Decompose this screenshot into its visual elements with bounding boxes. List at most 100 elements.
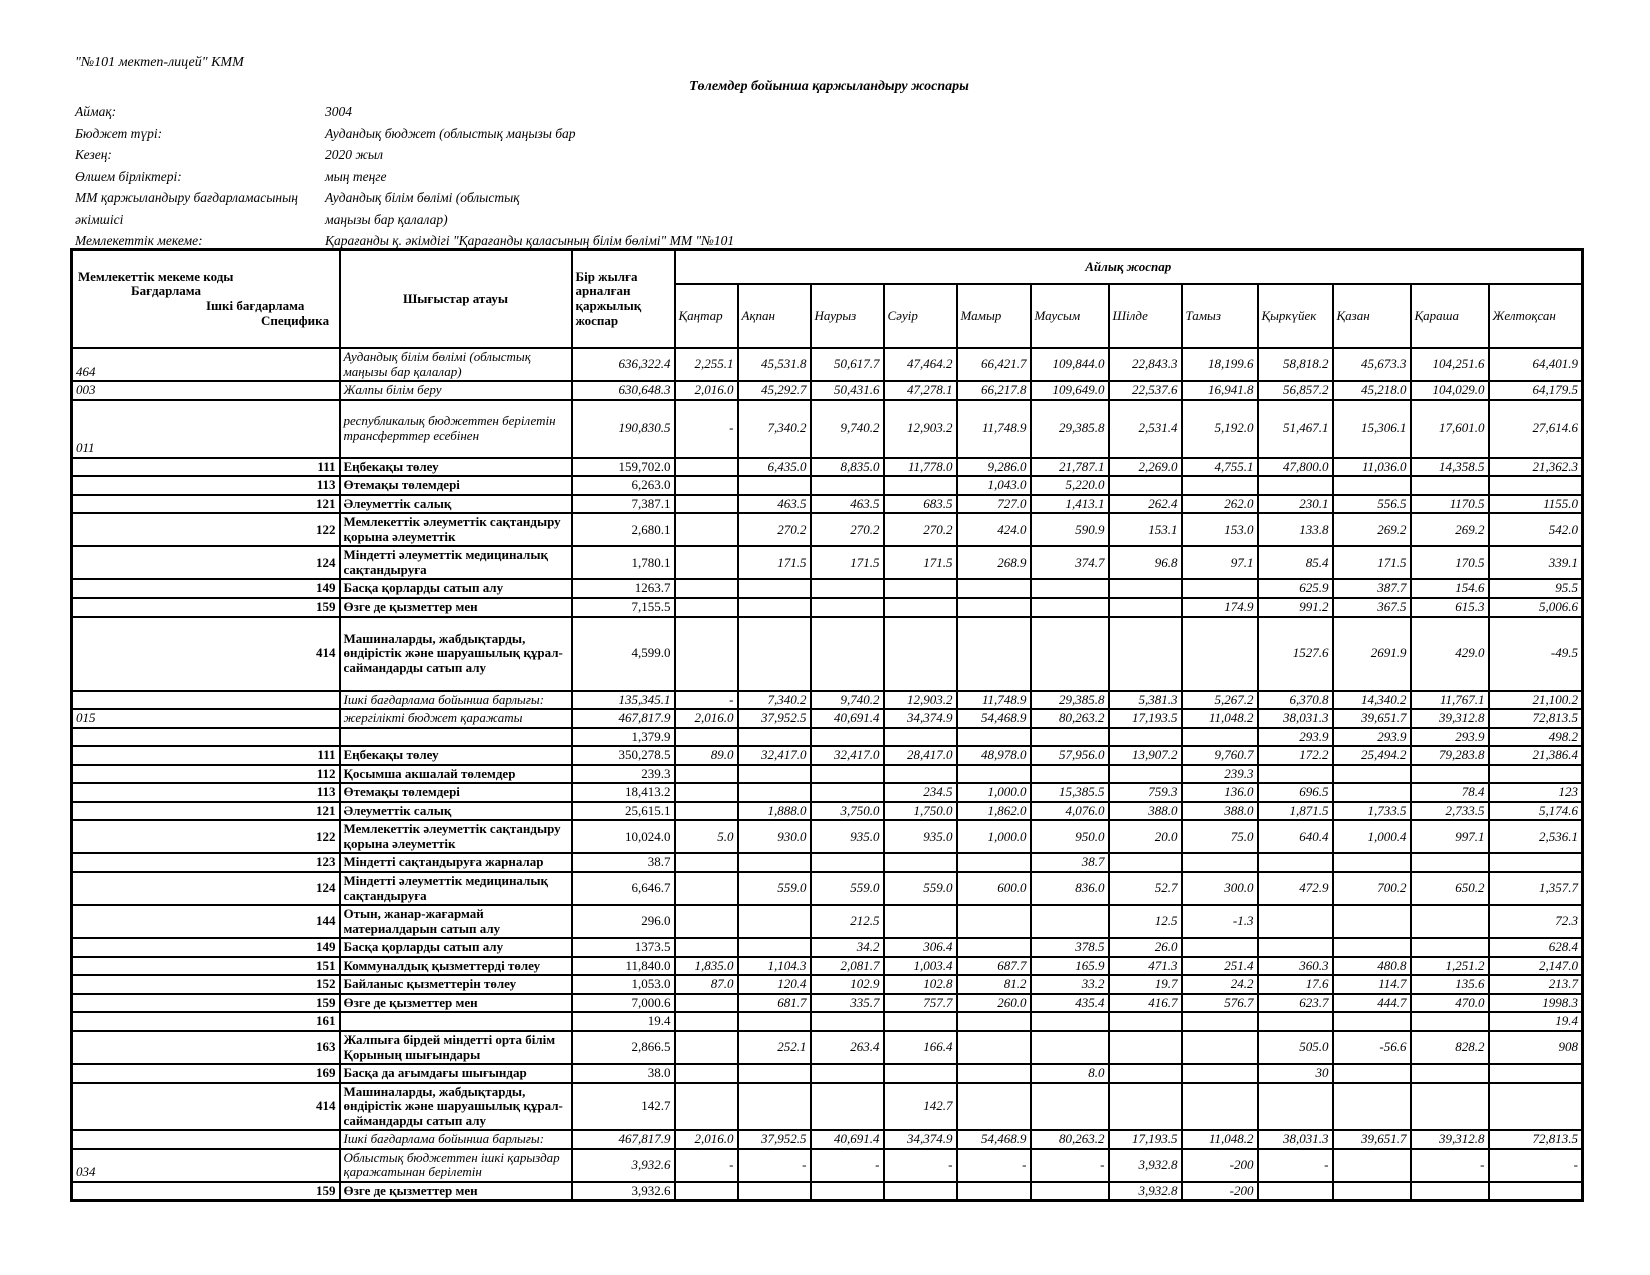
info-field-label: Бюджет түрі: — [75, 125, 163, 141]
month-value-cell — [1331, 475, 1412, 496]
expense-name-cell: Өзге де қызметтер мен — [338, 992, 573, 1014]
month-value-cell — [955, 1180, 1032, 1202]
month-value-cell: -56.6 — [1331, 1029, 1412, 1066]
month-value-cell: 153.0 — [1180, 512, 1259, 548]
table-row: 152 Байланыс қызметтерін төлеу 1,053.0 87.0… — [70, 974, 1584, 995]
month-value-cell — [673, 1063, 739, 1084]
month-value-cell — [673, 726, 739, 748]
annual-plan-cell: 467,817.9 — [570, 1129, 676, 1150]
month-value-cell — [809, 1180, 885, 1202]
month-value-cell — [1487, 1063, 1584, 1084]
month-value-cell — [809, 852, 885, 874]
month-value-cell: 89.0 — [673, 745, 739, 766]
month-value-cell: 2,269.0 — [1107, 456, 1183, 478]
month-value-cell — [1331, 782, 1412, 803]
month-value-cell: 1,871.5 — [1256, 800, 1334, 822]
month-value-cell: 142.7 — [882, 1081, 958, 1132]
month-value-cell — [1180, 475, 1259, 496]
month-value-cell: 22,537.6 — [1107, 380, 1183, 401]
month-value-cell: 11,778.0 — [882, 456, 958, 478]
table-row: 112 Қосымша акшалай төлемдер 239.3 239.3 — [70, 763, 1584, 785]
month-value-cell — [1487, 1180, 1584, 1202]
annual-plan-cell: 38.0 — [570, 1063, 676, 1084]
code-cell: 122 — [70, 819, 341, 855]
month-value-cell: 3,750.0 — [809, 800, 885, 822]
monthly-plan-header: Айлық жоспар — [673, 248, 1584, 285]
month-value-cell — [955, 597, 1032, 618]
code-cell: 152 — [70, 974, 341, 995]
month-value-cell — [1331, 937, 1412, 958]
month-value-cell: 1,750.0 — [882, 800, 958, 822]
month-value-cell: 24.2 — [1180, 974, 1259, 995]
annual-plan-cell: 350,278.5 — [570, 745, 676, 766]
month-value-cell: 38.7 — [1029, 852, 1110, 874]
month-value-cell: 4,755.1 — [1180, 456, 1259, 478]
month-value-cell: 388.0 — [1107, 800, 1183, 822]
month-value-cell: 40,691.4 — [809, 708, 885, 729]
month-value-cell: 213.7 — [1487, 974, 1584, 995]
annual-plan-cell: 7,387.1 — [570, 493, 676, 515]
month-value-cell — [736, 726, 812, 748]
month-value-cell: 615.3 — [1409, 597, 1490, 618]
table-row: 414 Машиналарды, жабдықтарды, өндірістік … — [70, 615, 1584, 692]
month-column-header: Мамыр — [955, 283, 1032, 349]
month-value-cell — [1256, 904, 1334, 940]
month-value-cell: - — [1256, 1147, 1334, 1183]
table-row: 121 Әлеуметтік салық 7,387.1 463.5 463.5 683.… — [70, 493, 1584, 515]
month-value-cell: 1,357.7 — [1487, 871, 1584, 907]
month-value-cell: 47,800.0 — [1256, 456, 1334, 478]
organization-name: "№101 мектеп-лицей" КММ — [75, 55, 244, 70]
month-value-cell: - — [809, 1147, 885, 1183]
annual-plan-cell: 2,866.5 — [570, 1029, 676, 1066]
month-value-cell: 2,536.1 — [1487, 819, 1584, 855]
month-value-cell — [809, 763, 885, 785]
month-value-cell: 102.9 — [809, 974, 885, 995]
month-value-cell: 3,932.8 — [1107, 1180, 1183, 1202]
month-value-cell — [673, 1180, 739, 1202]
annual-plan-cell: 296.0 — [570, 904, 676, 940]
month-value-cell — [1180, 615, 1259, 692]
month-value-cell: 21,362.3 — [1487, 456, 1584, 478]
month-value-cell: 72.3 — [1487, 904, 1584, 940]
month-value-cell — [736, 852, 812, 874]
expense-name-cell: Ішкі бағдарлама бойынша барлығы: — [338, 689, 573, 711]
month-value-cell: 759.3 — [1107, 782, 1183, 803]
month-value-cell: 95.5 — [1487, 578, 1584, 599]
month-value-cell: 339.1 — [1487, 545, 1584, 581]
month-value-cell: 50,431.6 — [809, 380, 885, 401]
month-value-cell: 2,016.0 — [673, 380, 739, 401]
month-value-cell: 9,740.2 — [809, 689, 885, 711]
info-field-label: Аймақ: — [75, 104, 117, 119]
month-value-cell: 21,100.2 — [1487, 689, 1584, 711]
month-value-cell: 15,306.1 — [1331, 398, 1412, 459]
month-value-cell: 154.6 — [1409, 578, 1490, 599]
code-cell: 112 — [70, 763, 341, 785]
month-value-cell: 80,263.2 — [1029, 708, 1110, 729]
table-row: 464 Аудандық білім бөлімі (облыстық маңыз… — [70, 346, 1584, 383]
month-value-cell: 54,468.9 — [955, 1129, 1032, 1150]
month-value-cell: 306.4 — [882, 937, 958, 958]
month-value-cell — [1256, 763, 1334, 785]
month-value-cell: 293.9 — [1409, 726, 1490, 748]
expense-name-cell: Мемлекеттік әлеуметтік сақтандыру қорына… — [338, 819, 573, 855]
month-value-cell: 12.5 — [1107, 904, 1183, 940]
month-value-cell — [809, 726, 885, 748]
month-value-cell: 2,733.5 — [1409, 800, 1490, 822]
month-value-cell — [673, 852, 739, 874]
expense-name-cell: Байланыс қызметтерін төлеу — [338, 974, 573, 995]
month-column-header: Қыркүйек — [1256, 283, 1334, 349]
annual-plan-cell: 3,932.6 — [570, 1147, 676, 1183]
month-value-cell: 262.0 — [1180, 493, 1259, 515]
expense-name-column-header: Шығыстар атауы — [338, 248, 573, 349]
code-cell: 464 — [70, 346, 341, 383]
table-row: 149 Басқа қорларды сатып алу 1263.7 625.9 38… — [70, 578, 1584, 599]
month-value-cell: 239.3 — [1180, 763, 1259, 785]
month-column-header: Сәуір — [882, 283, 958, 349]
month-value-cell: 828.2 — [1409, 1029, 1490, 1066]
annual-plan-cell: 3,932.6 — [570, 1180, 676, 1202]
month-value-cell: 1,104.3 — [736, 955, 812, 977]
month-value-cell — [673, 545, 739, 581]
month-value-cell — [1180, 578, 1259, 599]
month-value-cell: 13,907.2 — [1107, 745, 1183, 766]
table-row: 111 Еңбекақы төлеу 159,702.0 6,435.0 8,835.0… — [70, 456, 1584, 478]
